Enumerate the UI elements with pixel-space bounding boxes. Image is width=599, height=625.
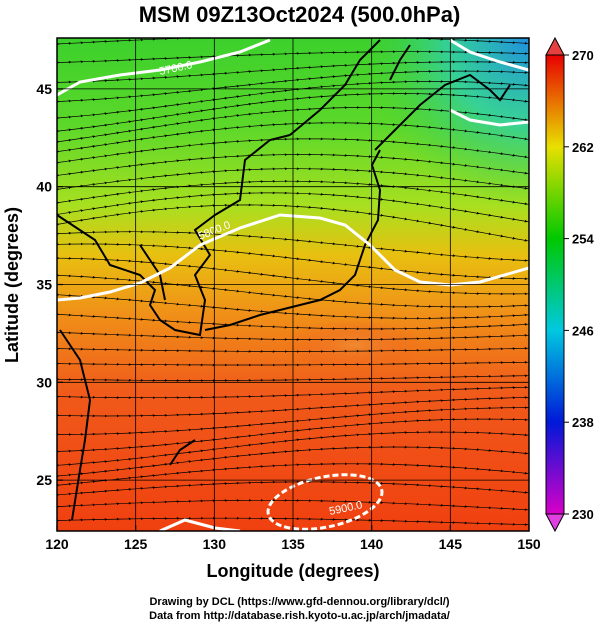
x-tick-label: 135 <box>281 536 305 552</box>
y-tick-label: 40 <box>36 179 52 195</box>
colorbar-tick-label: 238 <box>572 415 594 430</box>
y-tick-label: 25 <box>36 472 52 488</box>
x-tick-label: 150 <box>517 536 541 552</box>
gridlines <box>57 38 529 531</box>
chart-title: MSM 09Z13Oct2024 (500.0hPa) <box>138 2 461 27</box>
x-axis-label: Longitude (degrees) <box>206 561 379 581</box>
axis-ticks: 120 125 130 135 140 145 150 25 30 35 40 45 <box>36 81 540 552</box>
temperature-field: 5700.0 5800.0 5900.0 <box>57 38 529 531</box>
x-tick-label: 130 <box>203 536 227 552</box>
colorbar-tick-label: 270 <box>572 48 594 63</box>
x-tick-label: 125 <box>124 536 148 552</box>
colorbar-tick-label: 246 <box>572 323 594 338</box>
colorbar-max-triangle <box>545 36 565 56</box>
y-tick-label: 30 <box>36 374 52 390</box>
credit-data: Data from http://database.rish.kyoto-u.a… <box>149 610 450 622</box>
streamline <box>57 38 529 46</box>
colorbar-tick-label: 254 <box>572 232 594 247</box>
colorbar-tick-label: 230 <box>572 507 594 522</box>
colorbar: 230 238 246 254 262 270 <box>545 36 594 533</box>
x-tick-label: 145 <box>439 536 463 552</box>
coastlines <box>57 39 511 521</box>
height-contours <box>57 38 529 531</box>
credit-drawing: Drawing by DCL (https://www.gfd-dennou.o… <box>149 596 450 608</box>
colorbar-tick-label: 262 <box>572 140 594 155</box>
y-tick-label: 35 <box>36 277 52 293</box>
colorbar-min-triangle <box>545 513 565 533</box>
y-axis-label: Latitude (degrees) <box>2 207 22 363</box>
x-tick-label: 140 <box>360 536 384 552</box>
y-tick-label: 45 <box>36 81 52 97</box>
x-tick-label: 120 <box>45 536 69 552</box>
